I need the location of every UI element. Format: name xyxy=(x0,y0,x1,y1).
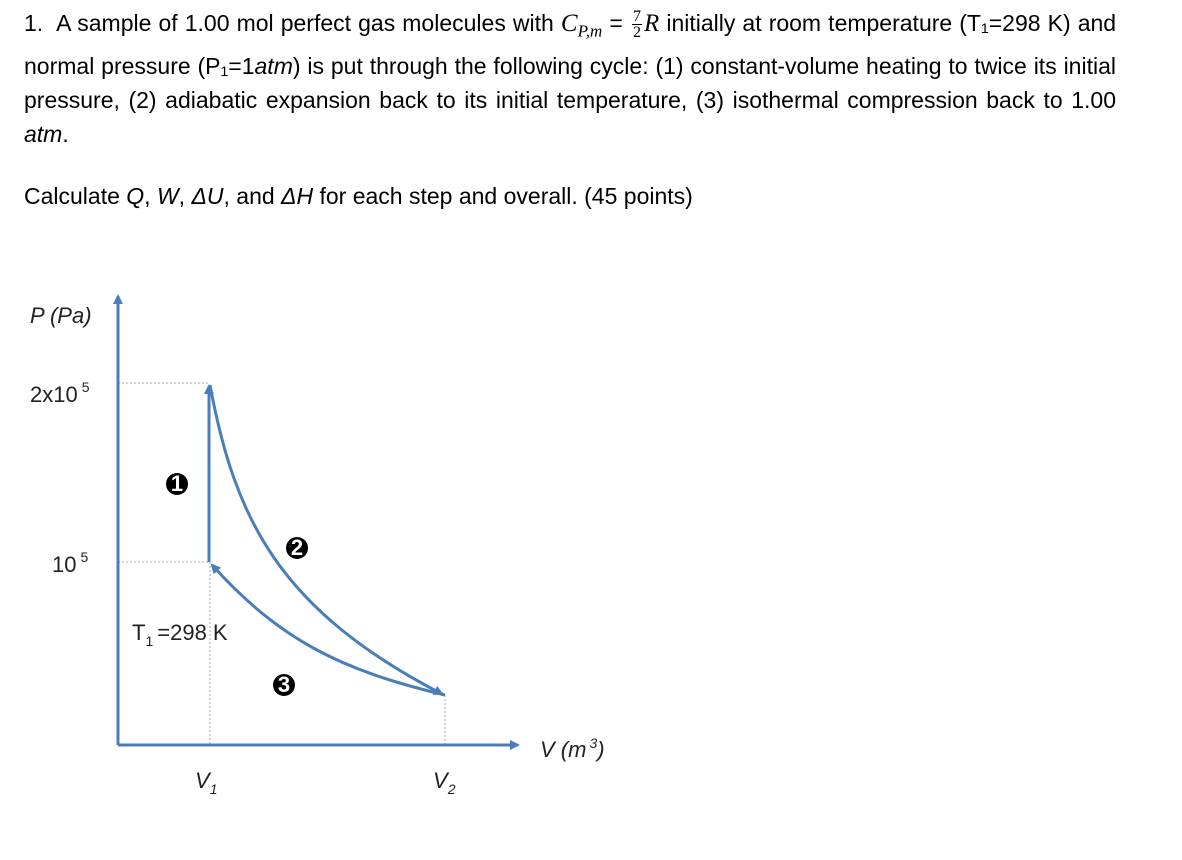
step-3-path xyxy=(210,563,446,697)
step-marker: 2 xyxy=(291,535,303,560)
exponent: 5 xyxy=(80,549,88,565)
symbol: ΔH xyxy=(281,182,314,209)
step-markers: 1 2 3 xyxy=(166,471,308,697)
symbol: Q xyxy=(126,182,145,209)
exponent: 3 xyxy=(589,735,597,751)
symbol: V xyxy=(195,768,212,793)
task-text: , xyxy=(178,182,186,209)
unit: atm xyxy=(254,52,293,79)
step-marker: 1 xyxy=(171,471,183,496)
problem-text: ) is put through the following cycle: (1… xyxy=(24,52,1116,113)
step-2-path xyxy=(208,384,444,696)
step-marker-bg xyxy=(166,473,188,495)
numerator: 7 xyxy=(631,8,642,26)
p-value: 2x10 xyxy=(30,382,78,407)
problem-text: initially at room temperature (T₁=298 K)… xyxy=(24,10,1117,79)
step-marker-bg xyxy=(273,674,295,696)
symbol: W xyxy=(156,182,179,209)
subscript: 1 xyxy=(210,781,218,797)
symbol: V xyxy=(433,768,450,793)
problem: 1. A sample of 1.00 mol perfect gas mole… xyxy=(24,6,1116,151)
label: V (m xyxy=(540,737,586,762)
exponent: 5 xyxy=(82,379,90,395)
unit: atm xyxy=(24,120,63,147)
temperature-label: T1 =298 K xyxy=(132,620,228,649)
equals: = xyxy=(609,10,623,36)
symbol: ΔU xyxy=(191,182,224,209)
problem-text: . xyxy=(62,120,69,147)
task-text: , xyxy=(144,182,151,209)
task-text: for each step and overall. (45 points) xyxy=(319,182,693,209)
subscript: 1 xyxy=(145,633,153,649)
step-marker: 3 xyxy=(278,672,290,697)
p-label: 10 5 xyxy=(52,549,88,577)
v2-label: V2 xyxy=(433,768,456,797)
subscript: P,m xyxy=(577,21,603,41)
problem-text: A sample of 1.00 mol perfect gas molecul… xyxy=(56,10,554,36)
x-axis-label: V (m 3) xyxy=(540,735,605,762)
label: ) xyxy=(594,737,604,762)
p-value: 10 xyxy=(52,552,76,577)
value: =298 K xyxy=(157,620,228,645)
document: 1. A sample of 1.00 mol perfect gas mole… xyxy=(24,6,1116,213)
v1-label: V1 xyxy=(195,768,217,797)
y-axis-label: P (Pa) xyxy=(30,303,92,328)
task: Calculate Q, W, ΔU, and ΔH for each step… xyxy=(24,179,1116,213)
denominator: 2 xyxy=(632,24,641,42)
task-text: Calculate xyxy=(24,182,120,209)
symbol: R xyxy=(643,10,660,37)
symbol: T xyxy=(132,620,145,645)
subscript: 2 xyxy=(447,781,456,797)
task-text: , and xyxy=(223,182,275,209)
problem-number: 1. xyxy=(24,10,44,36)
step-marker-bg xyxy=(286,537,308,559)
guide-lines xyxy=(118,382,446,745)
symbol: C xyxy=(560,10,578,37)
p-label: 2x10 5 xyxy=(30,379,90,407)
